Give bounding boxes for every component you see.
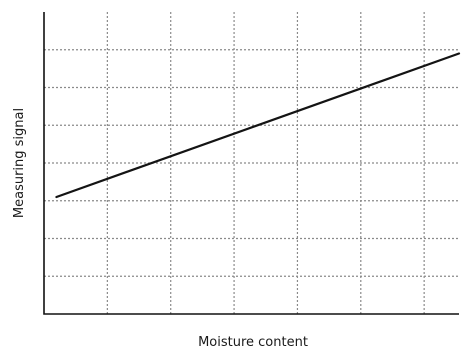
x-axis-label: Moisture content xyxy=(198,335,308,350)
grid xyxy=(44,12,459,314)
axes xyxy=(43,12,459,315)
axes-frame xyxy=(43,12,459,315)
series-line-0 xyxy=(55,52,461,199)
y-axis-label: Measuring signal xyxy=(12,108,27,218)
series xyxy=(55,52,461,199)
